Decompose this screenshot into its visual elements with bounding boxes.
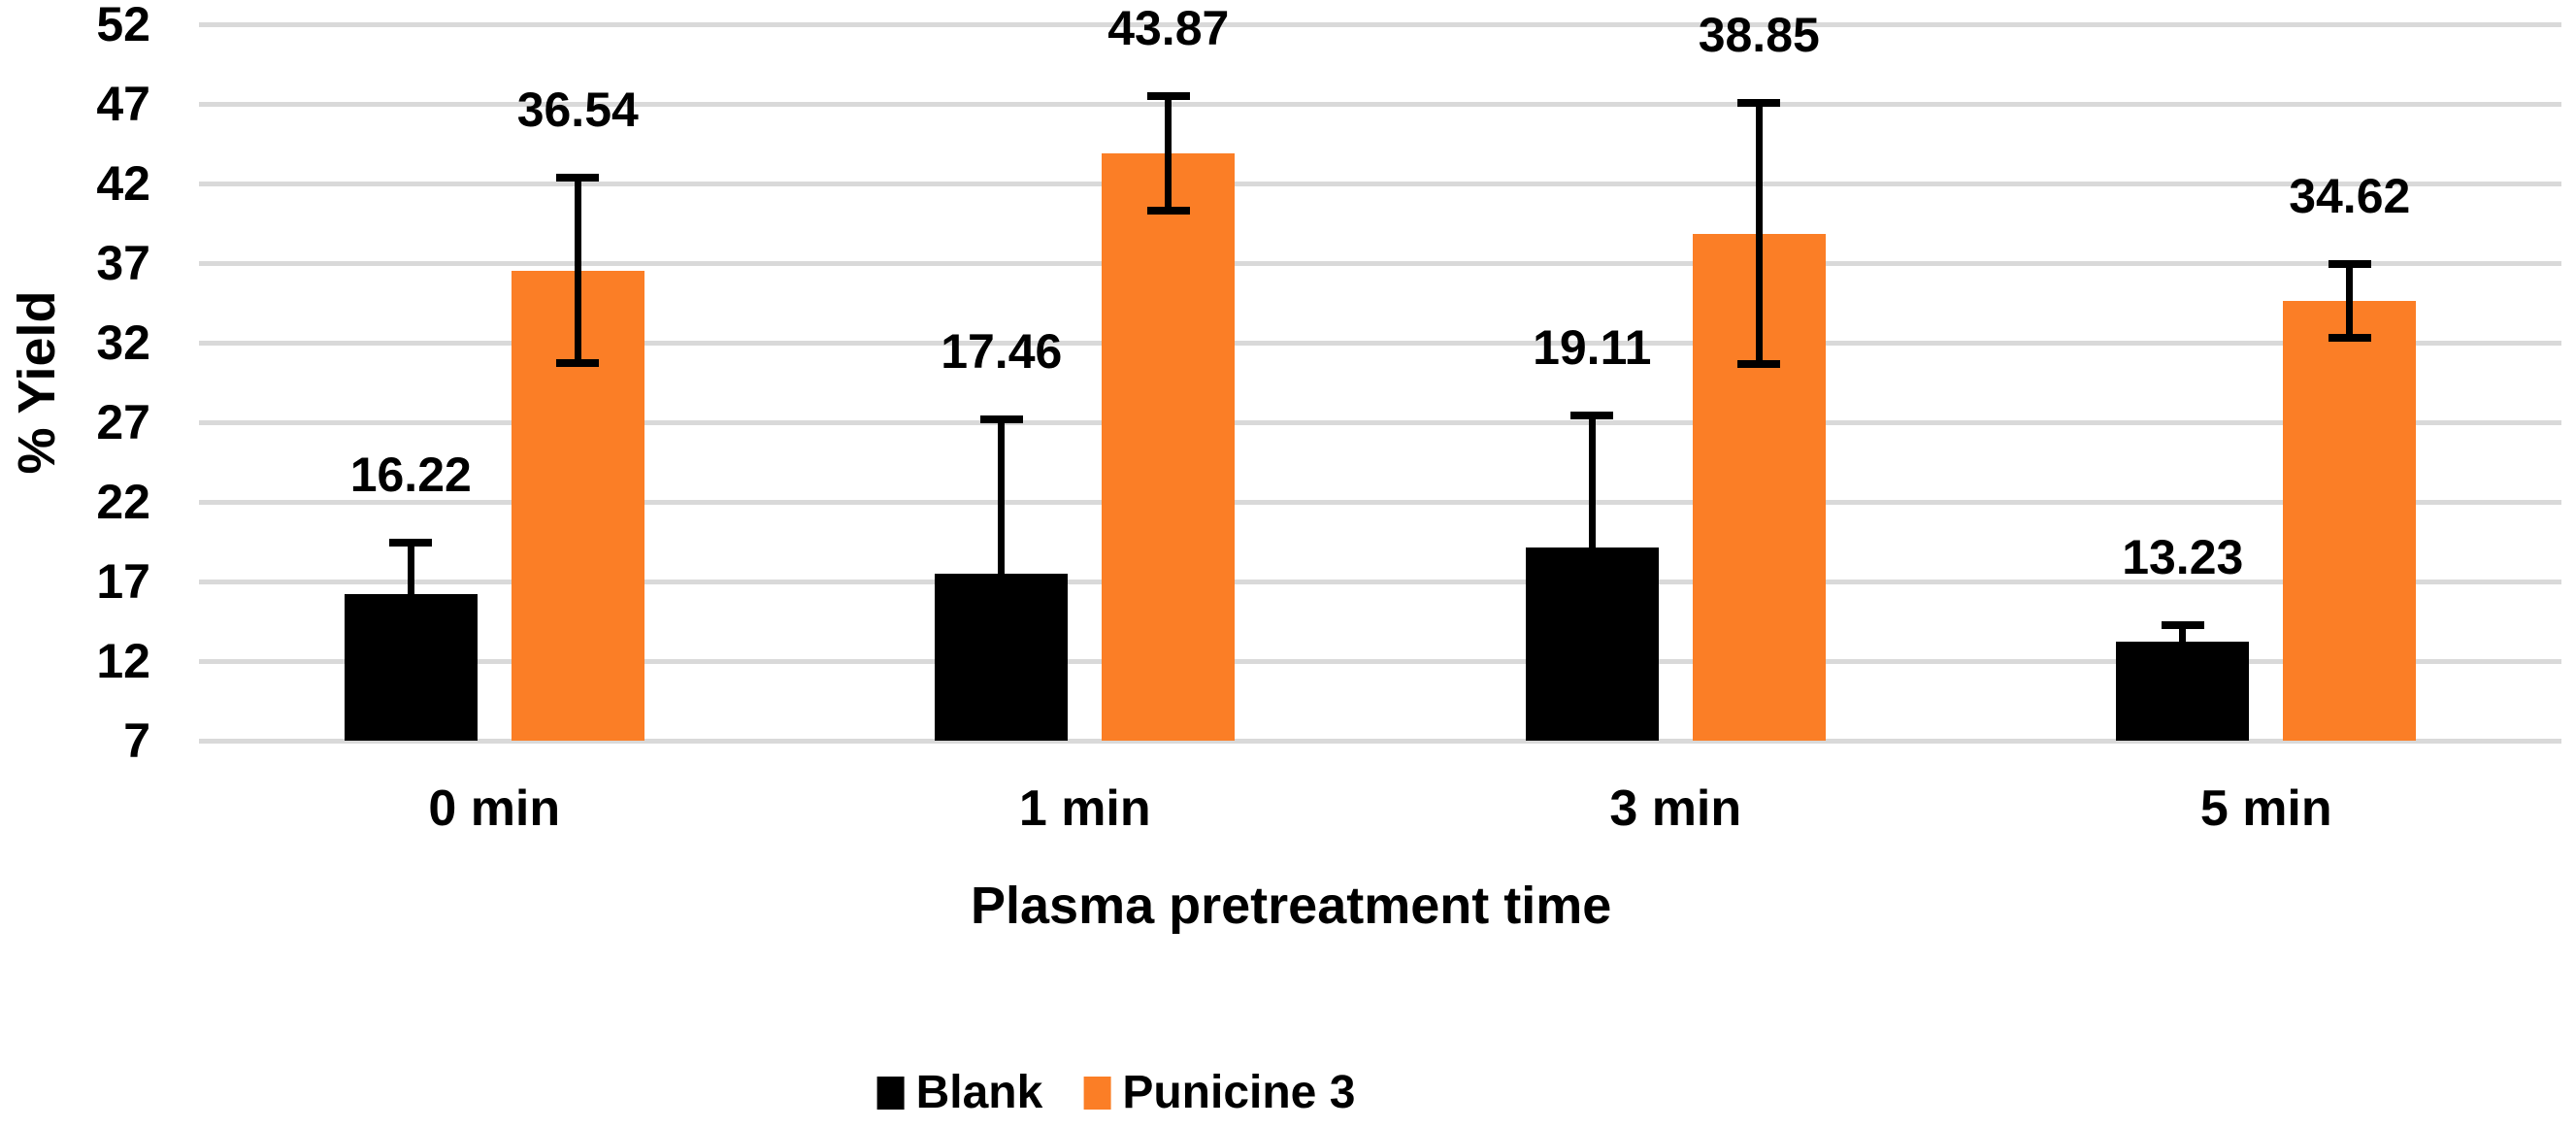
data-label: 16.22 [349,448,472,503]
y-tick-label: 22 [96,475,150,529]
legend-item-punicine-3: Punicine 3 [1083,1068,1355,1118]
x-axis-title: Plasma pretreatment time [971,877,1612,935]
error-bar [407,543,414,646]
error-bar-cap [1570,412,1614,420]
error-bar-cap [389,539,433,547]
y-tick-label: 42 [96,156,150,211]
y-tick-label: 32 [96,315,150,370]
data-label: 19.11 [1533,320,1652,376]
y-tick-label: 47 [96,77,150,131]
data-label: 34.62 [2289,169,2411,224]
error-bar-cap [2328,333,2371,342]
gridline [199,738,2561,744]
error-bar-cap [2161,653,2204,662]
gridline [199,21,2561,27]
gridline [199,101,2561,107]
y-tick-label: 27 [96,395,150,449]
y-tick-label: 52 [96,0,150,52]
legend-item-blank: Blank [876,1067,1043,1118]
y-tick-label: 17 [96,554,150,609]
error-bar-cap [2328,260,2371,269]
gridline [199,340,2561,346]
bar-punicine-3-1-min [1102,153,1236,741]
x-tick-label-5-min: 5 min [2199,780,2332,837]
error-bar-cap [2161,621,2204,630]
gridline [199,181,2561,186]
error-bar-cap [1737,99,1781,108]
gridline [199,419,2561,425]
error-bar [1165,96,1172,212]
error-bar [1755,103,1763,365]
legend-label: Blank [915,1067,1043,1118]
error-bar-cap [1570,676,1614,684]
gridline [199,579,2561,584]
data-label: 17.46 [941,324,1063,380]
gridline [199,499,2561,505]
error-bar-cap [556,358,600,367]
data-label: 13.23 [2122,530,2244,585]
legend: Blank Punicine 3 [876,1067,1355,1118]
x-tick-label-0-min: 0 min [428,780,561,837]
y-tick-label: 37 [96,236,150,290]
error-bar-cap [556,174,600,182]
error-bar-cap [1737,360,1781,369]
gridline [199,658,2561,664]
error-bar-cap [1146,92,1190,101]
legend-swatch-icon [876,1077,905,1110]
error-bar-cap [979,724,1023,733]
data-label: 43.87 [1107,1,1230,56]
x-tick-label-1-min: 1 min [1018,780,1151,837]
gridline [199,260,2561,266]
legend-swatch-icon [1083,1077,1111,1110]
error-bar-cap [389,641,433,649]
y-axis-title: % Yield [8,290,66,475]
x-tick-label-3-min: 3 min [1609,780,1742,837]
error-bar-cap [1146,207,1190,216]
error-bar [574,178,581,363]
error-bar [998,419,1006,729]
data-label: 38.85 [1698,8,1820,63]
data-label: 36.54 [516,83,639,138]
error-bar [2346,264,2354,338]
y-tick-label: 7 [123,713,150,768]
error-bar [1588,415,1596,680]
bar-punicine-3-5-min [2283,301,2417,741]
legend-label: Punicine 3 [1122,1067,1356,1118]
error-bar-cap [979,415,1023,424]
y-tick-label: 12 [96,634,150,688]
error-bar [2179,625,2187,658]
